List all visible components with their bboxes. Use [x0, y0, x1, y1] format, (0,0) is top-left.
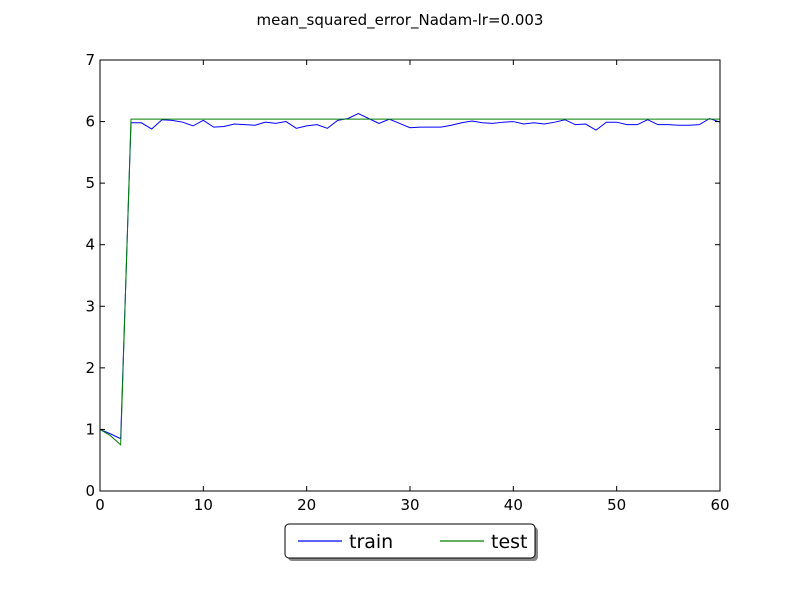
x-tick-label: 30: [400, 496, 419, 514]
y-tick-label: 3: [85, 297, 95, 315]
chart-title: mean_squared_error_Nadam-lr=0.003: [257, 11, 544, 30]
y-tick-label: 7: [85, 51, 95, 69]
legend: train test: [284, 523, 538, 561]
plot-area: [100, 60, 720, 491]
y-tick-label: 5: [85, 174, 95, 192]
x-tick-label: 40: [504, 496, 523, 514]
x-tick-label: 60: [710, 496, 729, 514]
legend-label-test: test: [491, 531, 528, 553]
x-tick-label: 10: [194, 496, 213, 514]
series-layer: [99, 113, 721, 446]
plot-frame: [99, 59, 721, 492]
y-tick-label: 6: [85, 113, 95, 131]
x-tick-label: 0: [95, 496, 105, 514]
series-line-test: [99, 118, 720, 446]
legend-box: [284, 523, 536, 559]
x-tick-label: 20: [297, 496, 316, 514]
y-tick-label: 2: [85, 359, 95, 377]
axis-ticks: 0 10 20 30 40 50 60 0 1 2 3 4 5 6 7: [85, 51, 729, 514]
y-tick-label: 1: [85, 420, 95, 438]
legend-label-train: train: [349, 531, 393, 553]
series-line-train: [99, 113, 721, 440]
y-tick-label: 4: [85, 236, 95, 254]
y-tick-label: 0: [85, 482, 95, 500]
x-tick-label: 50: [607, 496, 626, 514]
